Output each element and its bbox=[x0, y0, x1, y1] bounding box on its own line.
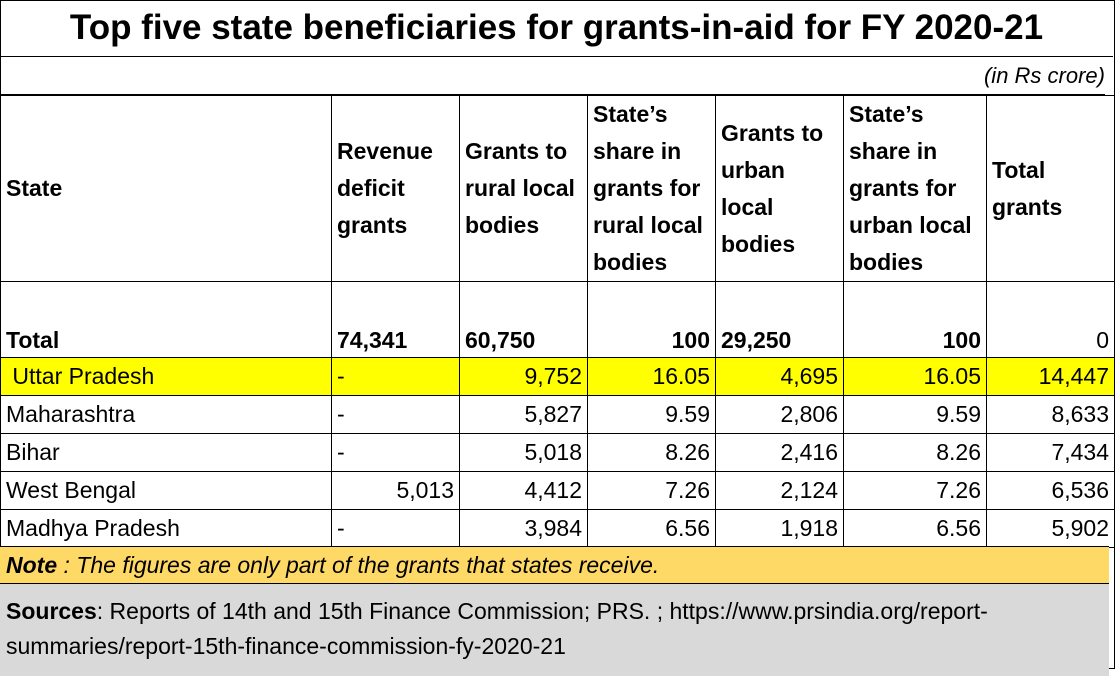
table-cell: 2,124 bbox=[715, 471, 844, 510]
column-header: State’s share in grants for rural local … bbox=[587, 95, 716, 282]
table-row: West Bengal 5,013 4,412 7.26 2,124 7.26 6,536 bbox=[0, 471, 1115, 510]
sources-label: Sources bbox=[6, 598, 97, 624]
table-row: Bihar -5,018 8.26 2,416 8.26 7,434 bbox=[0, 433, 1115, 472]
table-cell: 2,416 bbox=[715, 433, 844, 472]
table-cell: 7,434 bbox=[986, 433, 1115, 472]
table-cell: 9,752 bbox=[459, 357, 588, 396]
state-cell: Uttar Pradesh bbox=[0, 357, 332, 396]
table-cell: 7.26 bbox=[843, 471, 987, 510]
state-cell: Maharashtra bbox=[0, 395, 332, 434]
table-cell: 4,412 bbox=[459, 471, 588, 510]
column-header: Total grants bbox=[986, 95, 1115, 282]
table-cell: 5,018 bbox=[459, 433, 588, 472]
column-header: Revenue deficit grants bbox=[331, 95, 460, 282]
grants-table: State Revenue deficit grants Grants to r… bbox=[0, 95, 1115, 548]
note-bar: Note : The figures are only part of the … bbox=[0, 546, 1109, 584]
table-cell: 5,902 bbox=[986, 509, 1115, 548]
column-header: State bbox=[0, 95, 332, 282]
note-text: : The figures are only part of the grant… bbox=[57, 552, 660, 578]
table-cell: 0 bbox=[986, 281, 1115, 358]
table-cell: 60,750 bbox=[459, 281, 588, 358]
table-cell: 7.26 bbox=[587, 471, 716, 510]
state-cell: West Bengal bbox=[0, 471, 332, 510]
unit-note: (in Rs crore) bbox=[0, 57, 1105, 95]
table-cell: - bbox=[331, 357, 460, 396]
table-cell: 2,806 bbox=[715, 395, 844, 434]
table-cell: 100 bbox=[587, 281, 716, 358]
table-cell: - bbox=[331, 395, 460, 434]
sources-text: : Reports of 14th and 15th Finance Commi… bbox=[6, 598, 988, 659]
table-cell: 8.26 bbox=[843, 433, 987, 472]
table-row: Maharashtra -5,827 9.59 2,806 9.59 8,633 bbox=[0, 395, 1115, 434]
table-row: Uttar Pradesh -9,752 16.05 4,695 16.05 14,447 bbox=[0, 357, 1115, 396]
table-title: Top five state beneficiaries for grants-… bbox=[0, 0, 1113, 57]
column-header: Grants to rural local bodies bbox=[459, 95, 588, 282]
table-row: Madhya Pradesh -3,984 6.56 1,918 6.56 5,902 bbox=[0, 509, 1115, 548]
total-row: Total 74,341 60,750 100 29,250 100 0 bbox=[0, 281, 1115, 358]
table-cell: 100 bbox=[843, 281, 987, 358]
table-cell: 74,341 bbox=[331, 281, 460, 358]
table-cell: 8,633 bbox=[986, 395, 1115, 434]
table-cell: Total bbox=[0, 281, 332, 358]
table-cell: 16.05 bbox=[587, 357, 716, 396]
table-cell: - bbox=[331, 509, 460, 548]
column-header: State’s share in grants for urban local … bbox=[843, 95, 987, 282]
state-cell: Bihar bbox=[0, 433, 332, 472]
table-cell: 6.56 bbox=[843, 509, 987, 548]
table-cell: 5,827 bbox=[459, 395, 588, 434]
table-cell: - bbox=[331, 433, 460, 472]
table-cell: 5,013 bbox=[331, 471, 460, 510]
table-cell: 9.59 bbox=[587, 395, 716, 434]
table-cell: 8.26 bbox=[587, 433, 716, 472]
column-header: Grants to urban local bodies bbox=[715, 95, 844, 282]
table-cell: 4,695 bbox=[715, 357, 844, 396]
state-cell: Madhya Pradesh bbox=[0, 509, 332, 548]
table-cell: 6.56 bbox=[587, 509, 716, 548]
table-cell: 1,918 bbox=[715, 509, 844, 548]
table-cell: 9.59 bbox=[843, 395, 987, 434]
sources-bar: Sources: Reports of 14th and 15th Financ… bbox=[0, 584, 1109, 676]
table-cell: 14,447 bbox=[986, 357, 1115, 396]
table-cell: 16.05 bbox=[843, 357, 987, 396]
table-cell: 29,250 bbox=[715, 281, 844, 358]
header-row: State Revenue deficit grants Grants to r… bbox=[0, 95, 1115, 282]
note-label: Note bbox=[6, 552, 58, 578]
table-cell: 6,536 bbox=[986, 471, 1115, 510]
table-cell: 3,984 bbox=[459, 509, 588, 548]
